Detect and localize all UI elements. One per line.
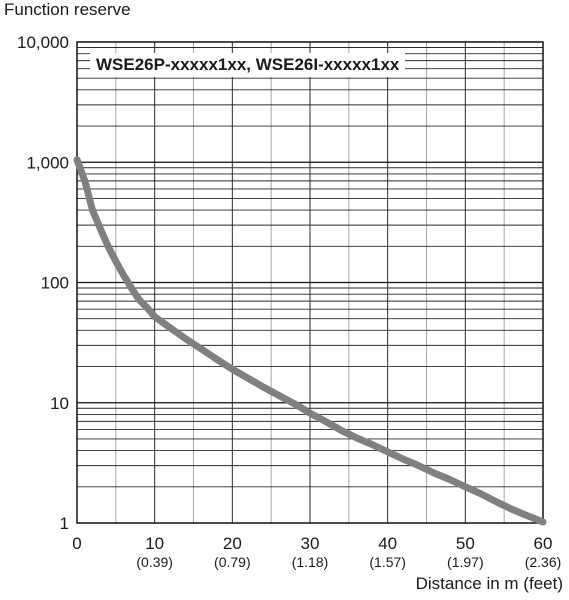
x-tick-sublabel: (0.79) [214,554,251,570]
y-tick-label: 100 [41,274,69,293]
x-tick-sublabel: (2.36) [525,554,562,570]
y-tick-label: 10 [50,394,69,413]
x-tick-label: 50 [456,534,475,553]
y-tick-label: 1 [60,514,69,533]
x-tick-label: 10 [145,534,164,553]
x-tick-sublabel: (1.97) [447,554,484,570]
y-tick-label: 1,000 [26,153,69,172]
x-tick-sublabel: (1.57) [369,554,406,570]
series-line [73,156,547,526]
x-axis-label: Distance in m (feet) [415,574,563,593]
x-tick-label: 40 [378,534,397,553]
x-tick-label: 30 [301,534,320,553]
x-tick-label: 20 [223,534,242,553]
x-tick-sublabel: (1.18) [292,554,329,570]
y-axis-label: Function reserve [4,0,131,19]
x-tick-sublabel: (0.39) [136,554,173,570]
x-tick-label: 60 [534,534,553,553]
y-tick-label: 10,000 [17,33,69,52]
x-tick-label: 0 [72,534,81,553]
plot-frame [76,41,544,524]
chart-title: WSE26P-xxxxx1xx, WSE26I-xxxxx1xx [90,53,406,77]
